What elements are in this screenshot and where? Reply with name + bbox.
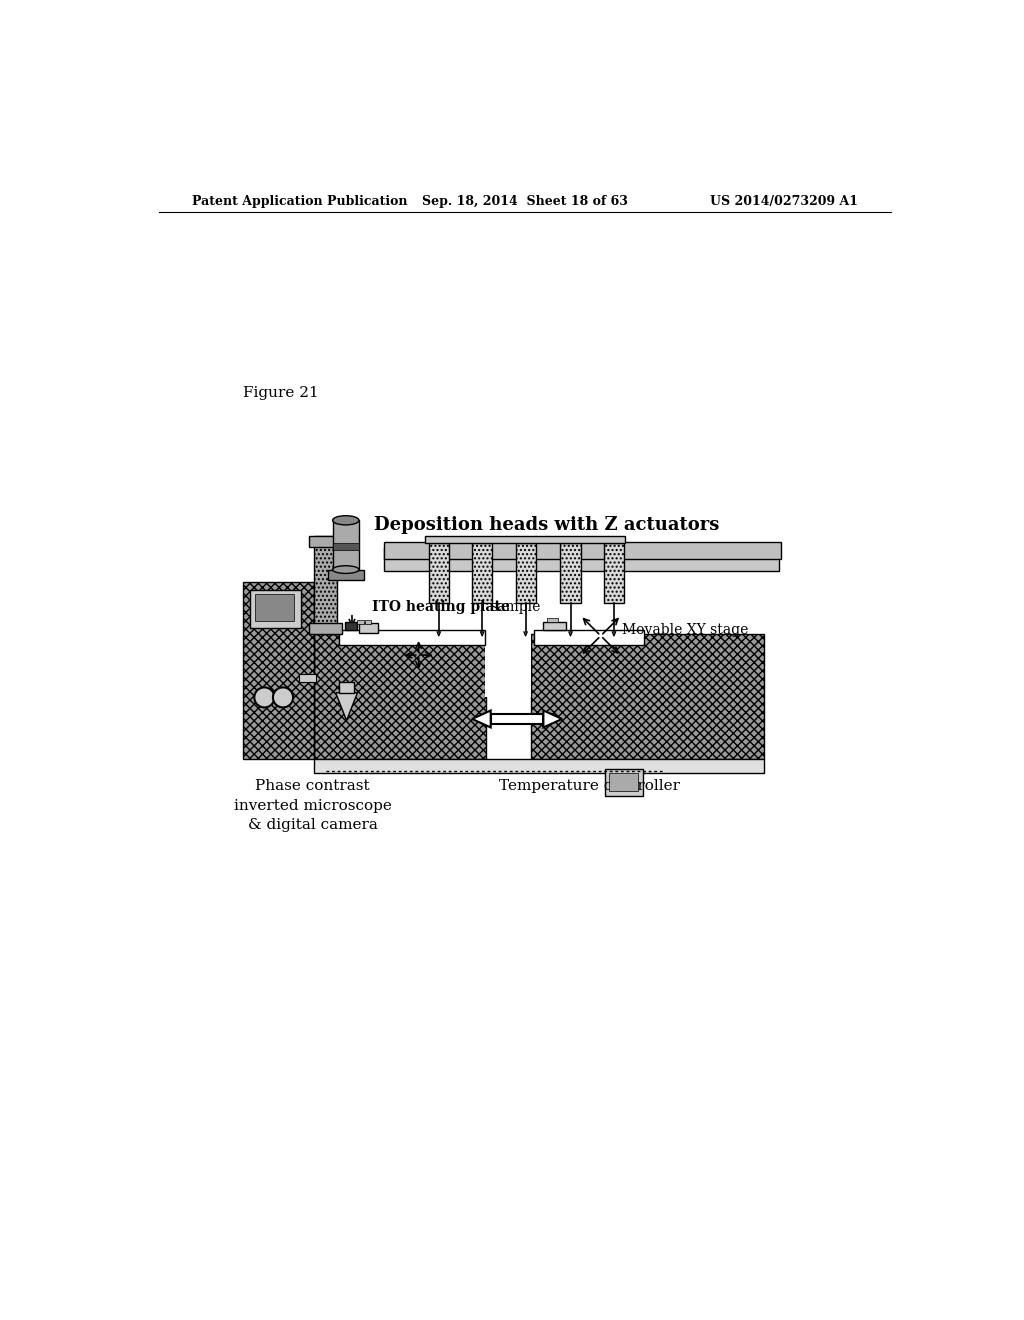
Text: Sep. 18, 2014  Sheet 18 of 63: Sep. 18, 2014 Sheet 18 of 63: [422, 195, 628, 209]
Bar: [251, 590, 301, 628]
Bar: [333, 520, 359, 570]
Text: ITO heating plate: ITO heating plate: [372, 599, 510, 614]
Bar: [357, 620, 364, 624]
Bar: [429, 544, 449, 603]
Bar: [604, 544, 624, 603]
Bar: [384, 548, 779, 572]
Text: Temperature controller: Temperature controller: [499, 779, 680, 793]
Text: Patent Application Publication: Patent Application Publication: [191, 195, 408, 209]
Bar: [604, 770, 643, 796]
Bar: [299, 675, 315, 682]
Bar: [345, 622, 356, 630]
Bar: [547, 618, 558, 622]
Bar: [425, 536, 623, 543]
Text: US 2014/0273209 A1: US 2014/0273209 A1: [710, 195, 858, 209]
Bar: [531, 635, 764, 759]
Bar: [359, 623, 378, 632]
Bar: [255, 594, 294, 622]
Bar: [243, 582, 314, 759]
Bar: [314, 759, 764, 774]
Bar: [484, 635, 531, 697]
Bar: [515, 544, 536, 603]
Bar: [608, 774, 638, 792]
Text: Deposition heads with Z actuators: Deposition heads with Z actuators: [374, 516, 719, 533]
Bar: [366, 620, 372, 624]
Bar: [535, 630, 644, 645]
Polygon shape: [336, 693, 357, 721]
Bar: [314, 536, 337, 635]
FancyArrow shape: [472, 710, 490, 727]
Ellipse shape: [333, 566, 359, 573]
Ellipse shape: [333, 516, 359, 525]
Bar: [309, 536, 342, 548]
Text: Phase contrast
inverted microscope
& digital camera: Phase contrast inverted microscope & dig…: [233, 779, 391, 832]
Bar: [543, 622, 566, 630]
Bar: [333, 544, 359, 549]
Bar: [425, 536, 625, 544]
Text: Figure 21: Figure 21: [243, 387, 318, 400]
Bar: [328, 570, 364, 579]
Bar: [314, 635, 486, 759]
Bar: [384, 543, 780, 558]
FancyArrow shape: [544, 710, 562, 727]
Text: Movable XY stage: Movable XY stage: [623, 623, 749, 636]
Bar: [490, 714, 544, 723]
Bar: [560, 544, 581, 603]
Bar: [472, 544, 493, 603]
Circle shape: [273, 688, 293, 708]
Bar: [309, 623, 342, 635]
Bar: [339, 630, 484, 645]
Bar: [339, 682, 354, 693]
Circle shape: [254, 688, 274, 708]
Text: sample: sample: [490, 599, 541, 614]
